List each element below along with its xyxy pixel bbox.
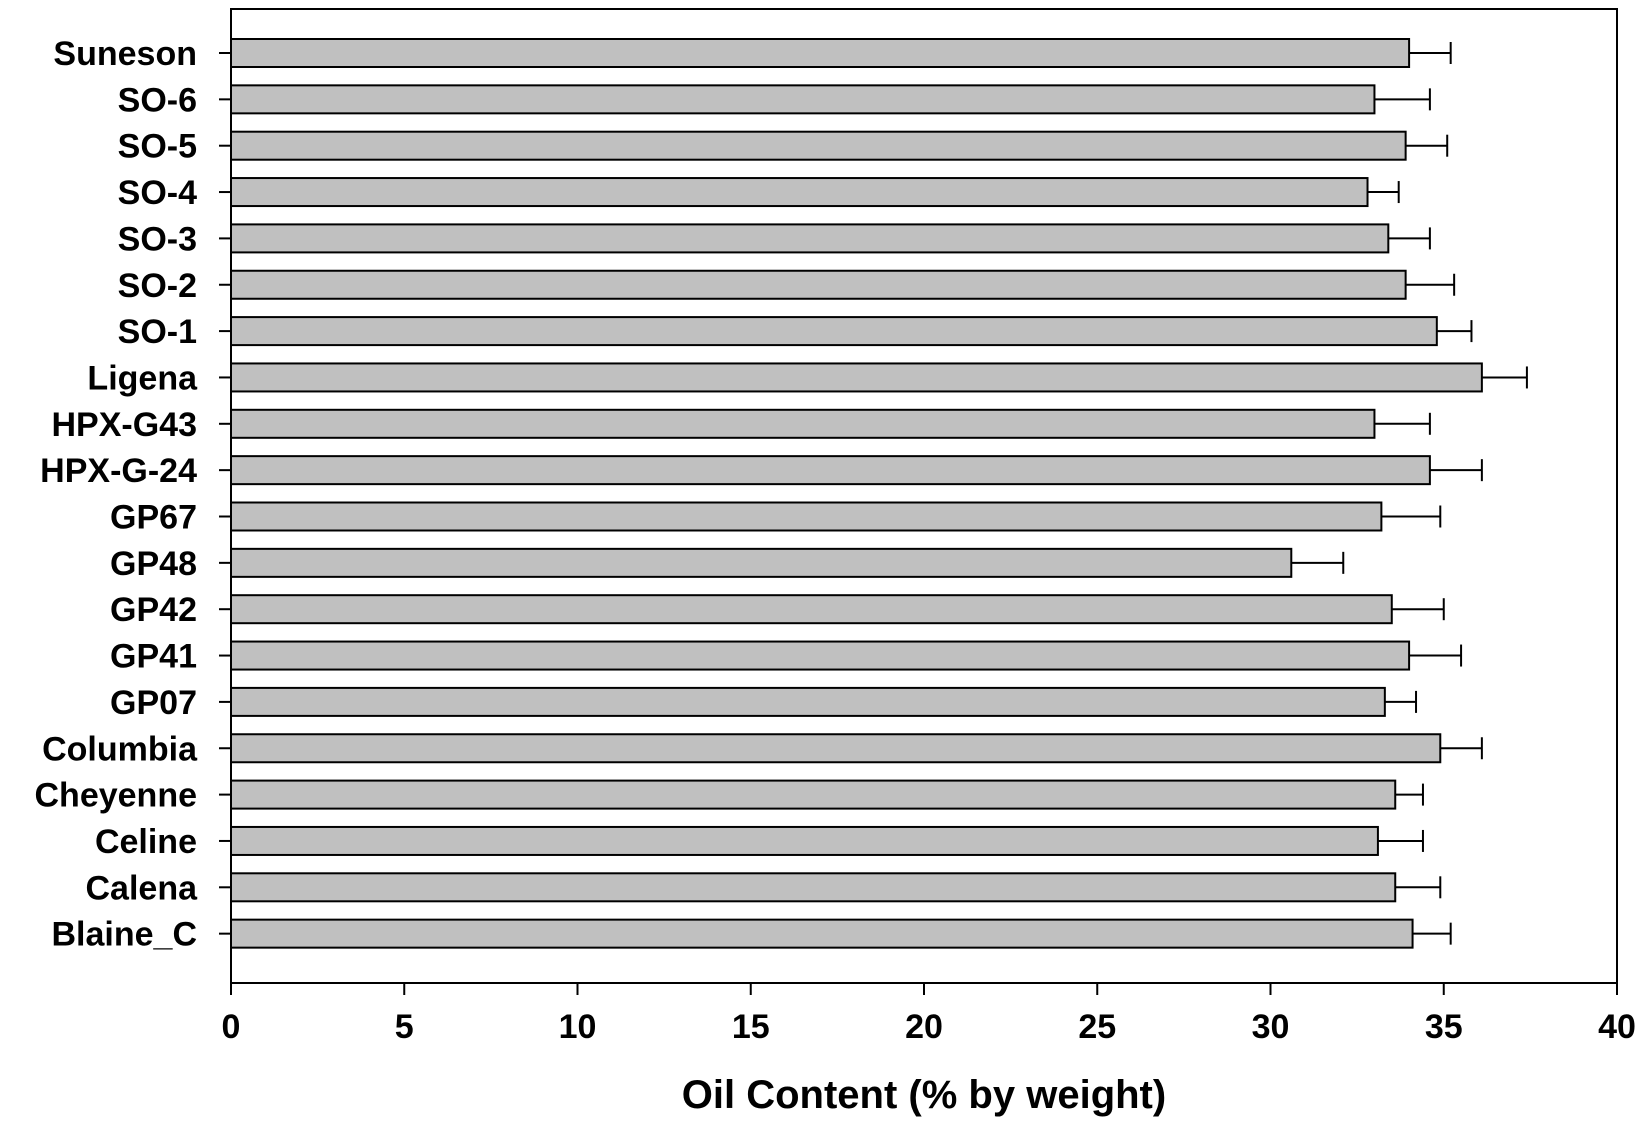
category-label: SO-6 xyxy=(118,81,197,119)
error-bar-so-4 xyxy=(1367,181,1400,204)
category-label: Cheyenne xyxy=(35,777,198,815)
category-label: GP41 xyxy=(110,638,197,676)
category-label: GP48 xyxy=(110,545,197,583)
error-bar-cheyenne xyxy=(1395,783,1424,806)
category-label: Columbia xyxy=(42,730,198,768)
bars-layer xyxy=(230,38,1483,949)
category-label: HPX-G43 xyxy=(52,406,198,444)
bar-cheyenne xyxy=(230,779,1397,810)
error-bar-suneson xyxy=(1409,42,1452,64)
error-bar-so-2 xyxy=(1405,273,1456,296)
error-bar-gp07 xyxy=(1384,690,1418,713)
error-bar-blaine-c xyxy=(1412,922,1452,945)
bar-gp41 xyxy=(230,640,1411,671)
error-bar-hpx-g43 xyxy=(1374,412,1431,435)
error-bar-ligena xyxy=(1481,366,1528,389)
bar-so-2 xyxy=(230,269,1407,300)
bar-so-1 xyxy=(230,316,1438,347)
x-tick-label: 15 xyxy=(732,1008,770,1046)
error-bar-celine xyxy=(1377,829,1424,852)
x-axis-ticks: 0 5 10 15 20 25 30 35 40 xyxy=(222,983,1636,1046)
category-ticks: Suneson SO-6 SO-5 SO-4 SO-3 SO-2 SO-1 Ligena HPX… xyxy=(35,35,231,954)
bar-so-4 xyxy=(230,177,1369,208)
error-bar-so-3 xyxy=(1388,227,1431,250)
error-bar-gp48 xyxy=(1291,551,1345,574)
category-label: Blaine_C xyxy=(52,916,198,954)
bar-gp07 xyxy=(230,686,1386,717)
bar-so-6 xyxy=(230,84,1376,115)
bar-hpx-g-24 xyxy=(230,455,1431,486)
error-bar-so-6 xyxy=(1374,88,1431,111)
x-tick-label: 5 xyxy=(395,1008,414,1046)
category-label: SO-4 xyxy=(118,174,197,212)
bar-gp67 xyxy=(230,501,1383,532)
error-bar-columbia xyxy=(1440,737,1483,760)
category-label: Suneson xyxy=(53,35,197,73)
bar-so-5 xyxy=(230,130,1407,161)
bar-celine xyxy=(230,825,1379,856)
x-axis-title: Oil Content (% by weight) xyxy=(682,1073,1166,1117)
category-label: Ligena xyxy=(87,359,198,397)
error-bar-calena xyxy=(1395,876,1442,899)
category-label: SO-3 xyxy=(118,220,197,258)
x-tick-label: 35 xyxy=(1425,1008,1463,1046)
category-label: GP07 xyxy=(110,684,197,722)
error-bar-so-5 xyxy=(1405,134,1449,157)
error-bar-so-1 xyxy=(1436,320,1473,343)
x-tick-label: 30 xyxy=(1252,1008,1290,1046)
category-label: HPX-G-24 xyxy=(40,452,197,490)
category-label: SO-5 xyxy=(118,128,197,166)
error-bar-gp41 xyxy=(1409,644,1463,667)
category-label: GP42 xyxy=(110,591,197,629)
bar-ligena xyxy=(230,362,1483,393)
x-tick-label: 0 xyxy=(222,1008,241,1046)
category-label: GP67 xyxy=(110,499,197,537)
bar-so-3 xyxy=(230,223,1390,254)
category-label: Calena xyxy=(86,869,199,907)
x-tick-label: 40 xyxy=(1598,1008,1636,1046)
error-bar-gp67 xyxy=(1381,505,1442,528)
bar-blaine-c xyxy=(230,918,1414,949)
x-tick-label: 25 xyxy=(1078,1008,1116,1046)
bar-suneson xyxy=(230,38,1411,68)
x-tick-label: 10 xyxy=(559,1008,597,1046)
error-bar-hpx-g-24 xyxy=(1429,459,1483,482)
bar-columbia xyxy=(230,733,1442,764)
error-bars-layer xyxy=(1291,42,1528,945)
category-label: SO-2 xyxy=(118,267,197,305)
bar-hpx-g43 xyxy=(230,408,1376,439)
bar-gp48 xyxy=(230,547,1293,578)
bar-calena xyxy=(230,872,1397,903)
category-label: SO-1 xyxy=(118,313,197,351)
error-bar-gp42 xyxy=(1391,598,1445,621)
x-tick-label: 20 xyxy=(905,1008,943,1046)
bar-gp42 xyxy=(230,594,1393,625)
category-label: Celine xyxy=(95,823,197,861)
